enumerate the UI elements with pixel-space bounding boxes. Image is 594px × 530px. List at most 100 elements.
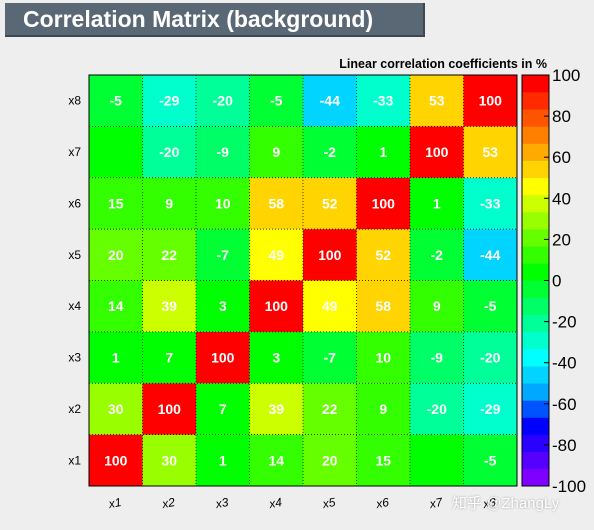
cell-value-label: 10: [215, 195, 231, 211]
heatmap-cell: [303, 383, 357, 435]
x-tick-label: x6: [374, 495, 390, 511]
cell-value-label: 22: [322, 401, 338, 417]
heatmap-cell: [356, 383, 410, 435]
heatmap-cell: [356, 177, 410, 230]
x-tick-label: x2: [160, 495, 176, 511]
heatmap-cell: [410, 383, 464, 435]
heatmap-cell: [463, 126, 517, 178]
colorbar-segment: [522, 246, 549, 264]
cell-value-label: 100: [265, 298, 289, 314]
cell-value-label: 49: [268, 247, 284, 263]
cell-value-label: -5: [484, 298, 497, 314]
heatmap-cell: [196, 331, 250, 384]
cell-value-label: 58: [375, 298, 391, 314]
cell-value-label: 39: [161, 298, 177, 314]
cell-value-label: 53: [482, 144, 498, 160]
cell-value-label: 30: [108, 401, 124, 417]
colorbar-segment: [522, 297, 549, 316]
colorbar-tick-label: 0: [552, 272, 561, 291]
cell-value-label: 100: [425, 144, 449, 160]
cell-value-label: -44: [480, 247, 500, 263]
cell-value-label: 100: [479, 93, 503, 109]
y-tick-label: x3: [68, 351, 81, 365]
cell-value-label: 100: [104, 452, 128, 468]
y-tick-label: x6: [68, 196, 81, 210]
heatmap-cell: [410, 434, 464, 486]
colorbar-segment: [522, 314, 549, 333]
colorbar-tick-label: -40: [552, 354, 577, 373]
heatmap-cell: [142, 280, 196, 332]
colorbar-tick-label: 100: [552, 66, 580, 85]
y-tick-label: x1: [68, 453, 81, 467]
cell-value-label: 20: [108, 247, 124, 263]
heatmap-cell: [303, 126, 357, 178]
colorbar-segment: [522, 75, 549, 93]
heatmap-cell: [463, 75, 517, 127]
cell-value-label: 1: [379, 144, 387, 160]
colorbar-segment: [522, 366, 549, 384]
colorbar-segment: [522, 109, 549, 127]
heatmap-cell: [463, 229, 517, 281]
heatmap-cell: [89, 75, 143, 127]
y-tick-label: x4: [68, 299, 81, 313]
colorbar-segment: [522, 263, 549, 281]
cell-value-label: 1: [219, 452, 227, 468]
cell-value-label: 7: [165, 350, 173, 366]
cell-value-label: 1: [112, 350, 120, 366]
cell-value-label: 3: [219, 298, 227, 314]
colorbar-segment: [522, 417, 549, 435]
cell-value-label: -20: [213, 93, 233, 109]
colorbar-segment: [522, 451, 549, 470]
cell-value-label: 49: [322, 298, 338, 314]
heatmap-cell: [89, 280, 143, 332]
heatmap-cell: [303, 280, 357, 332]
heatmap-cell: [249, 229, 303, 281]
heatmap-cell: [463, 434, 517, 486]
heatmap-cell: [356, 331, 410, 384]
heatmap-cell: [303, 331, 357, 384]
cell-value-label: 14: [108, 298, 124, 314]
cell-value-label: -7: [217, 247, 230, 263]
heatmap-cell: [89, 229, 143, 281]
heatmap-cell: [196, 280, 250, 332]
heatmap-cell: [356, 280, 410, 332]
cell-value-label: 10: [375, 350, 391, 366]
chart-subtitle: Linear correlation coefficients in %: [339, 57, 547, 71]
cell-value-label: 52: [322, 195, 338, 211]
plot-border: [88, 74, 518, 487]
cell-value-label: 9: [165, 195, 173, 211]
cell-value-label: -7: [324, 350, 337, 366]
heatmap-cell: [249, 434, 303, 486]
heatmap-cell: [410, 75, 464, 127]
colorbar-segment: [522, 349, 549, 367]
colorbar-segment: [522, 229, 549, 247]
cell-value-label: -5: [484, 452, 497, 468]
y-tick-label: x8: [68, 94, 81, 108]
colorbar-segment: [522, 92, 549, 110]
heatmap-cell: [142, 177, 196, 230]
cell-value-label: 9: [272, 144, 280, 160]
heatmap-cell: [356, 126, 410, 178]
heatmap-cell: [142, 331, 196, 384]
cell-value-label: 14: [268, 452, 284, 468]
x-tick-label: x1: [107, 495, 123, 511]
heatmap-cell: [142, 383, 196, 435]
cell-value-label: 15: [375, 452, 391, 468]
x-tick-label: x4: [267, 495, 283, 511]
colorbar-segment: [522, 468, 549, 487]
cell-value-label: -33: [373, 93, 393, 109]
heatmap-cell: [89, 331, 143, 384]
cell-value-label: 58: [268, 195, 284, 211]
cell-value-label: -44: [320, 93, 340, 109]
heatmap-cell: [249, 126, 303, 178]
cell-value-label: -33: [480, 195, 500, 211]
cell-value-label: -29: [480, 401, 500, 417]
heatmap-cell: [196, 434, 250, 486]
heatmap-cell: [142, 126, 196, 178]
cell-value-label: 30: [161, 452, 177, 468]
cell-value-label: 100: [372, 195, 396, 211]
heatmap-cell: [303, 229, 357, 281]
cell-value-label: 39: [268, 401, 284, 417]
heatmap-cell: [142, 75, 196, 127]
colorbar-tick-label: -80: [552, 436, 577, 455]
